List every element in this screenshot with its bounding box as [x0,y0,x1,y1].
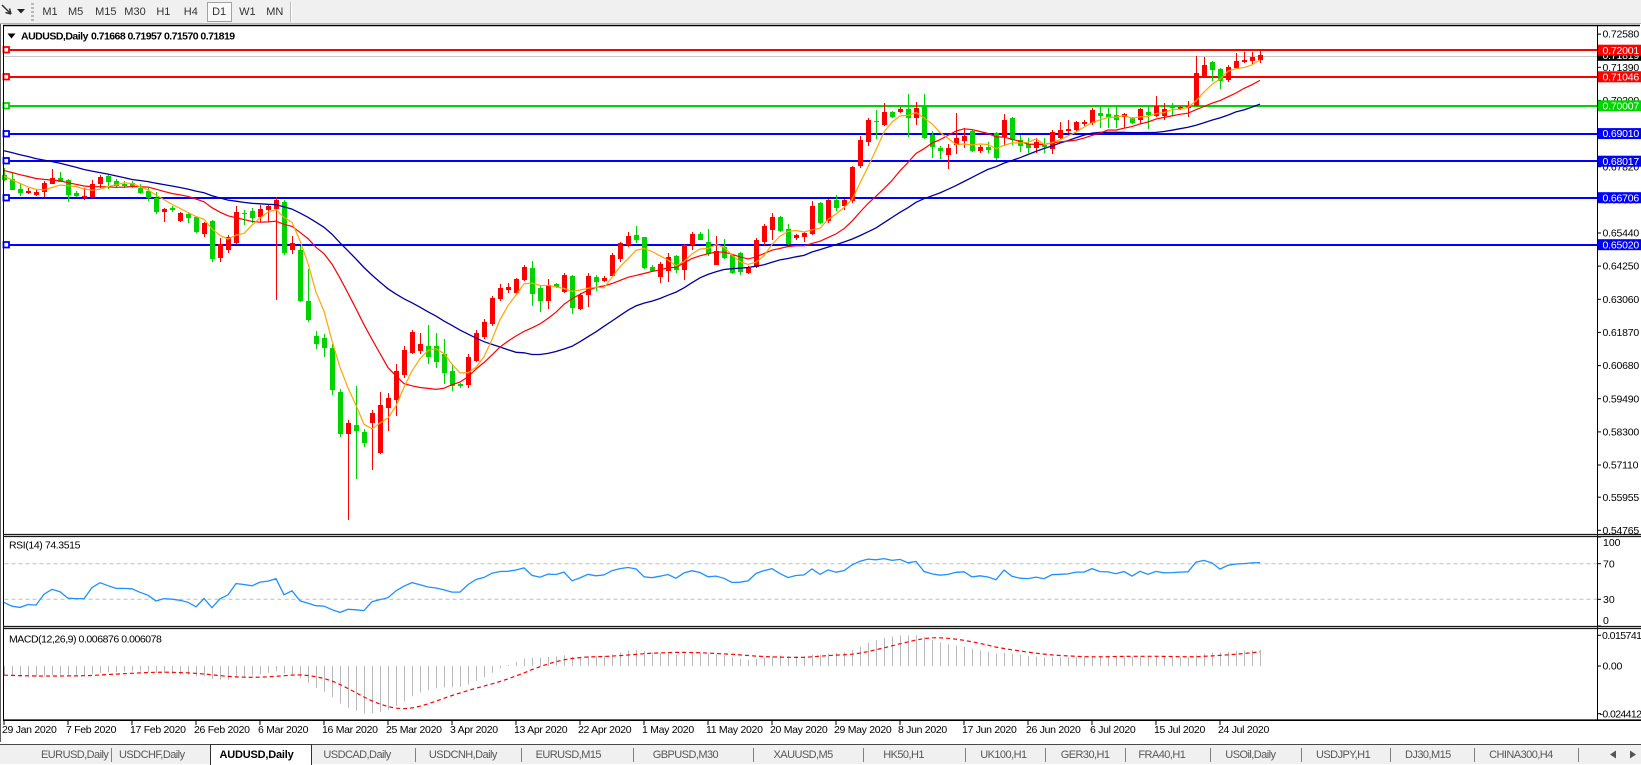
svg-text:24 Jul 2020: 24 Jul 2020 [1218,724,1269,736]
svg-text:0.68017: 0.68017 [1603,156,1640,168]
svg-text:100: 100 [1603,537,1621,549]
svg-text:0.69010: 0.69010 [1603,128,1640,140]
svg-text:22 Apr 2020: 22 Apr 2020 [578,724,632,736]
svg-text:7 Feb 2020: 7 Feb 2020 [66,724,117,736]
svg-text:0.015741: 0.015741 [1602,630,1641,642]
svg-text:6 Mar 2020: 6 Mar 2020 [258,724,309,736]
svg-text:0.72001: 0.72001 [1603,45,1640,57]
svg-text:25 Mar 2020: 25 Mar 2020 [386,724,442,736]
svg-text:0.64250: 0.64250 [1603,261,1640,273]
svg-text:0.58300: 0.58300 [1603,427,1640,439]
svg-text:0.71046: 0.71046 [1603,71,1640,83]
svg-text:0.63060: 0.63060 [1603,294,1640,306]
svg-text:AUDUSD,Daily: AUDUSD,Daily [21,31,89,43]
svg-text:29 Jan 2020: 29 Jan 2020 [2,724,57,736]
svg-text:8 Jun 2020: 8 Jun 2020 [898,724,947,736]
svg-text:-0.024412: -0.024412 [1600,708,1641,720]
svg-text:0.57110: 0.57110 [1603,460,1639,472]
svg-text:3 Apr 2020: 3 Apr 2020 [450,724,498,736]
svg-text:1 May 2020: 1 May 2020 [642,724,694,736]
svg-text:0.65020: 0.65020 [1603,239,1640,251]
svg-text:29 May 2020: 29 May 2020 [834,724,892,736]
svg-text:0.65440: 0.65440 [1603,228,1640,240]
svg-text:0.72580: 0.72580 [1603,29,1640,41]
svg-text:0: 0 [1603,615,1609,627]
svg-text:0.66706: 0.66706 [1603,192,1640,204]
svg-text:0.59490: 0.59490 [1603,393,1640,405]
svg-text:6 Jul 2020: 6 Jul 2020 [1090,724,1136,736]
svg-text:26 Feb 2020: 26 Feb 2020 [194,724,250,736]
svg-text:30: 30 [1603,594,1615,606]
svg-text:0.70007: 0.70007 [1603,100,1640,112]
svg-text:11 May 2020: 11 May 2020 [706,724,763,736]
svg-text:0.71668 0.71957 0.71570 0.7181: 0.71668 0.71957 0.71570 0.71819 [91,31,235,43]
svg-text:0.55955: 0.55955 [1603,492,1640,504]
svg-text:13 Apr 2020: 13 Apr 2020 [514,724,568,736]
svg-text:0.60680: 0.60680 [1603,360,1640,372]
svg-text:0.61870: 0.61870 [1603,327,1640,339]
svg-text:17 Feb 2020: 17 Feb 2020 [130,724,186,736]
svg-text:RSI(14) 74.3515: RSI(14) 74.3515 [9,540,81,552]
svg-text:15 Jul 2020: 15 Jul 2020 [1154,724,1205,736]
svg-text:70: 70 [1603,558,1615,570]
svg-text:26 Jun 2020: 26 Jun 2020 [1026,724,1081,736]
svg-text:MACD(12,26,9) 0.006876 0.00607: MACD(12,26,9) 0.006876 0.006078 [9,634,162,646]
svg-text:0.54765: 0.54765 [1603,525,1640,537]
svg-text:17 Jun 2020: 17 Jun 2020 [962,724,1017,736]
svg-text:20 May 2020: 20 May 2020 [770,724,828,736]
svg-text:0.00: 0.00 [1603,661,1623,673]
svg-text:16 Mar 2020: 16 Mar 2020 [322,724,378,736]
